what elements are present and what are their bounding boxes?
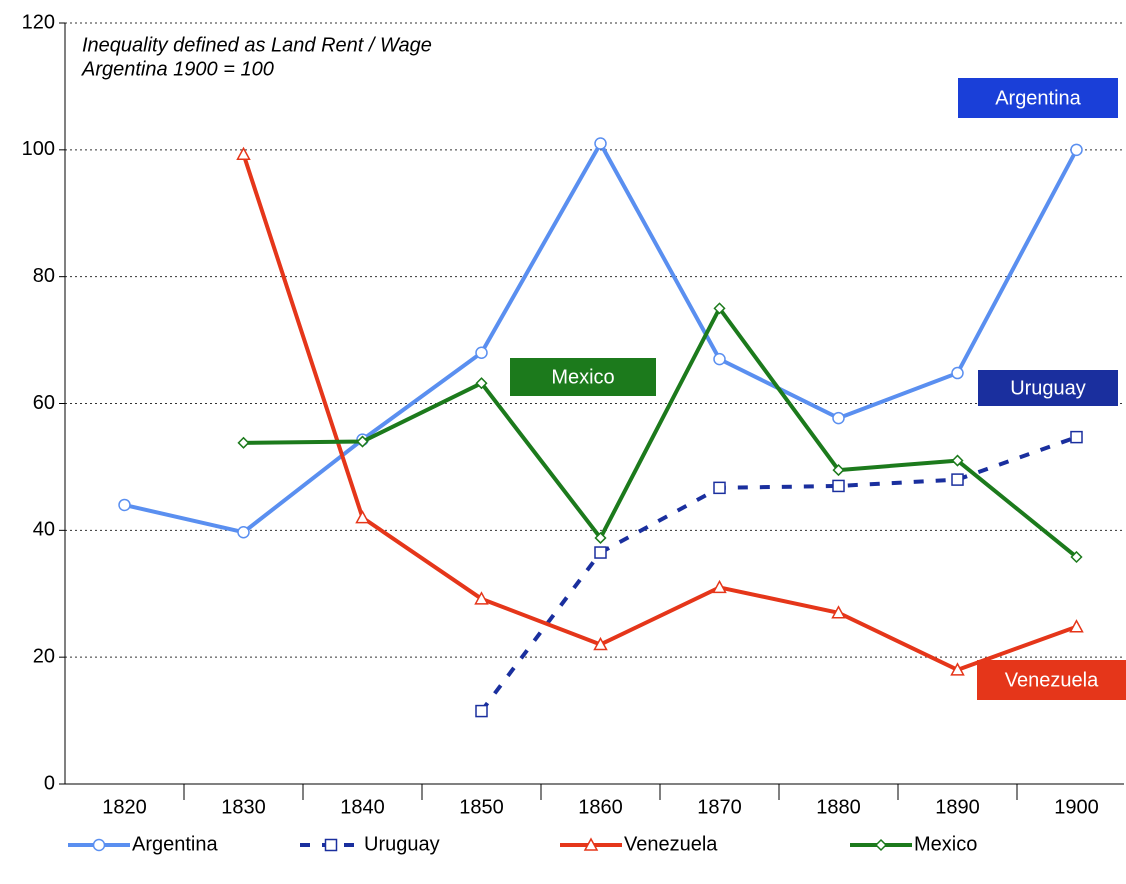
marker <box>474 591 489 605</box>
x-tick-label: 1870 <box>697 796 742 818</box>
series-line <box>241 153 1078 672</box>
y-tick-label: 80 <box>33 265 55 287</box>
marker <box>951 473 964 486</box>
x-tick-label: 1890 <box>935 796 980 818</box>
marker <box>475 704 488 718</box>
annotation-box <box>978 370 1118 406</box>
legend-label: Argentina <box>132 833 218 855</box>
marker <box>713 352 726 366</box>
marker <box>118 498 131 512</box>
y-tick-label: 20 <box>33 645 55 667</box>
x-tick-label: 1830 <box>221 796 266 818</box>
annotation-label: Mexico <box>551 366 614 388</box>
series-line <box>124 141 1079 535</box>
marker <box>475 377 488 390</box>
y-tick-label: 120 <box>22 11 55 33</box>
marker <box>1069 619 1084 633</box>
marker <box>832 479 845 493</box>
legend-label: Mexico <box>914 833 977 855</box>
marker <box>593 636 608 651</box>
marker <box>356 435 369 448</box>
marker <box>951 454 964 467</box>
annotation-label: Venezuela <box>1005 669 1099 691</box>
marker <box>324 838 338 852</box>
marker <box>594 531 607 545</box>
y-tick-label: 40 <box>33 519 55 541</box>
marker <box>1070 550 1083 564</box>
y-tick-label: 60 <box>33 392 55 414</box>
y-tick-label: 0 <box>44 772 55 794</box>
marker <box>950 662 965 676</box>
marker <box>236 146 251 161</box>
note: Inequality defined as Land Rent / Wage <box>82 34 432 56</box>
x-tick-label: 1880 <box>816 796 861 818</box>
marker <box>237 525 250 539</box>
x-tick-label: 1820 <box>102 796 147 818</box>
annotation-box <box>977 660 1126 700</box>
marker <box>594 137 607 150</box>
marker <box>1070 430 1083 444</box>
annotation-box <box>510 358 656 396</box>
note: Argentina 1900 = 100 <box>81 58 274 80</box>
marker <box>712 579 727 594</box>
annotation-box <box>958 78 1118 118</box>
marker <box>874 838 888 852</box>
annotation-label: Argentina <box>995 87 1081 109</box>
marker <box>951 366 964 380</box>
marker <box>832 464 845 477</box>
x-tick-label: 1900 <box>1054 796 1099 818</box>
marker <box>1070 143 1083 157</box>
marker <box>713 302 726 315</box>
x-tick-label: 1840 <box>340 796 385 818</box>
marker <box>594 546 607 559</box>
marker <box>237 436 250 449</box>
x-tick-label: 1850 <box>459 796 504 818</box>
y-tick-label: 100 <box>22 138 55 160</box>
legend-label: Uruguay <box>364 833 440 855</box>
marker <box>713 481 726 495</box>
marker <box>92 838 106 852</box>
x-tick-label: 1860 <box>578 796 623 818</box>
marker <box>583 837 599 851</box>
legend-label: Venezuela <box>624 833 718 855</box>
marker <box>832 411 845 425</box>
marker <box>831 605 846 619</box>
marker <box>475 346 488 360</box>
series-line <box>243 306 1078 559</box>
marker <box>355 510 370 524</box>
annotation-label: Uruguay <box>1010 377 1086 399</box>
